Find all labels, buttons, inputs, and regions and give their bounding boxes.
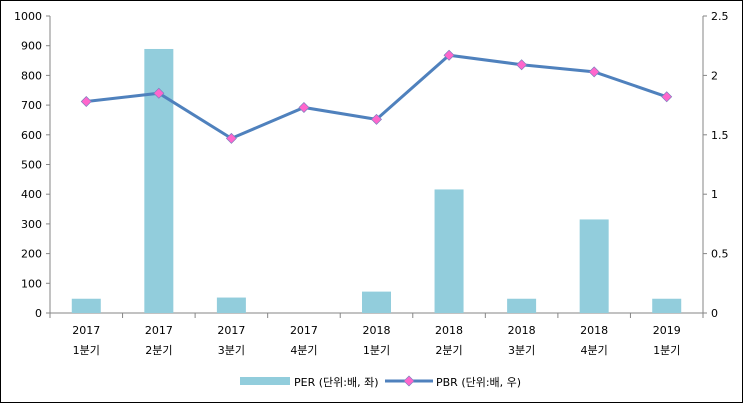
pbr-marker (443, 49, 455, 61)
right-tick-label: 2 (711, 69, 718, 82)
per-bar (216, 297, 246, 313)
legend-per-swatch (240, 377, 290, 385)
per-bar (652, 298, 682, 313)
x-tick-label-quarter: 3분기 (218, 344, 245, 357)
x-tick-label-quarter: 3분기 (508, 344, 535, 357)
pbr-marker (153, 87, 165, 99)
pbr-marker (588, 66, 600, 78)
x-tick-label-quarter: 1분기 (73, 344, 100, 357)
x-tick-label-quarter: 1분기 (363, 344, 390, 357)
x-tick-label-year: 2018 (435, 324, 463, 337)
pbr-marker (80, 96, 92, 108)
per-bar (579, 219, 609, 313)
x-tick-label-year: 2017 (145, 324, 173, 337)
x-tick-label-year: 2017 (72, 324, 100, 337)
pbr-marker (225, 132, 237, 144)
legend-pbr-label: PBR (단위:배, 우) (436, 376, 521, 389)
left-tick-label: 0 (35, 307, 42, 320)
x-tick-label-quarter: 1분기 (653, 344, 680, 357)
x-tick-label-year: 2018 (363, 324, 391, 337)
legend-per-label: PER (단위:배, 좌) (294, 376, 379, 389)
pbr-marker (661, 91, 673, 103)
left-tick-label: 200 (21, 248, 42, 261)
x-tick-label-year: 2019 (653, 324, 681, 337)
x-tick-label-quarter: 4분기 (581, 344, 608, 357)
right-tick-label: 1.5 (711, 129, 729, 142)
x-tick-label-quarter: 2분기 (145, 344, 172, 357)
x-tick-label-year: 2017 (217, 324, 245, 337)
left-tick-label: 600 (21, 129, 42, 142)
per-bar (362, 291, 391, 313)
left-tick-label: 100 (21, 277, 42, 290)
pbr-line (86, 53, 668, 141)
left-tick-label: 700 (21, 99, 42, 112)
legend-pbr-marker (403, 375, 415, 387)
x-tick-label-quarter: 2분기 (435, 344, 462, 357)
pbr-marker (371, 113, 382, 125)
x-tick-label-year: 2018 (580, 324, 608, 337)
left-tick-label: 800 (21, 69, 42, 82)
per-bar (71, 298, 101, 313)
per-bar (507, 298, 537, 313)
left-tick-label: 1000 (14, 10, 42, 23)
left-tick-label: 500 (21, 159, 42, 172)
pbr-marker (298, 101, 310, 113)
left-tick-label: 900 (21, 40, 42, 53)
right-tick-label: 2.5 (711, 10, 729, 23)
pbr-marker (516, 59, 528, 71)
left-tick-label: 400 (21, 188, 42, 201)
x-tick-label-year: 2017 (290, 324, 318, 337)
per-bar (434, 189, 464, 313)
left-tick-label: 300 (21, 218, 42, 231)
x-tick-label-quarter: 4분기 (290, 344, 317, 357)
x-tick-label-year: 2018 (508, 324, 536, 337)
right-tick-label: 0.5 (711, 248, 729, 261)
right-tick-label: 1 (711, 188, 718, 201)
right-tick-label: 0 (711, 307, 718, 320)
